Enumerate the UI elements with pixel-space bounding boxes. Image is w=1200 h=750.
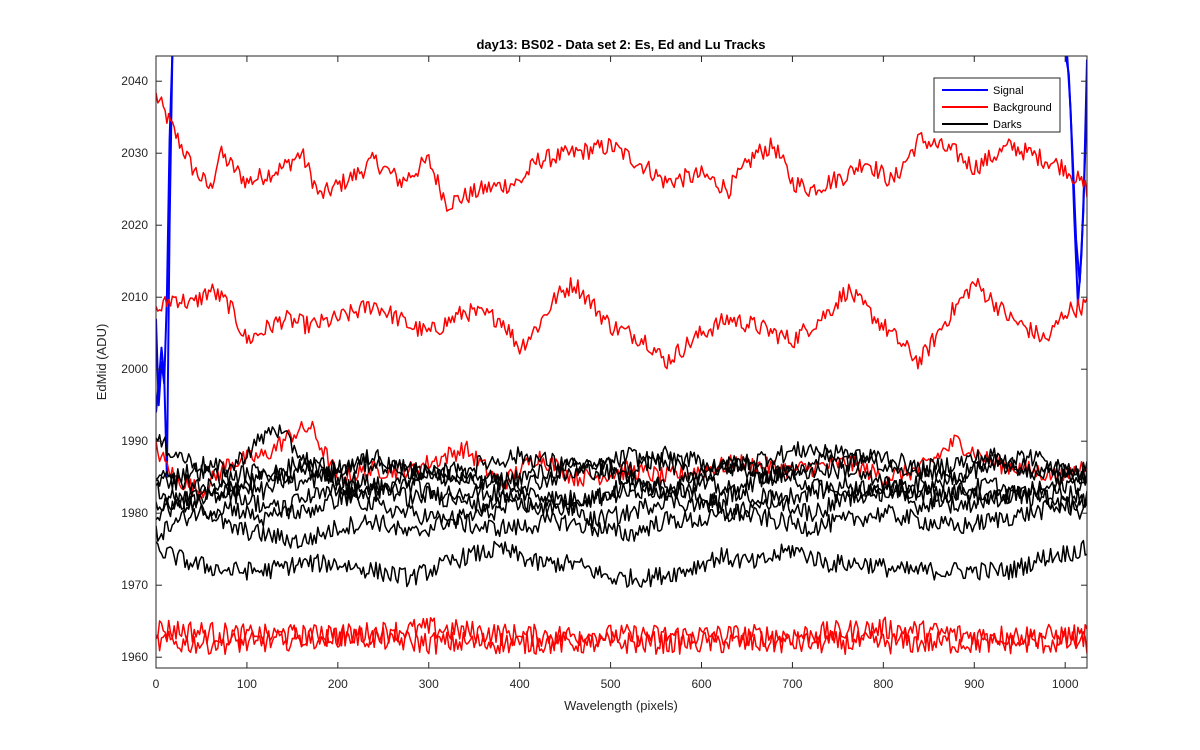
y-tick-label: 2000	[121, 362, 148, 376]
y-axis-label: EdMid (ADU)	[94, 324, 109, 401]
x-tick-label: 900	[964, 677, 984, 691]
y-tick-label: 2030	[121, 146, 148, 160]
series-line-background-4	[156, 420, 1087, 501]
y-tick-label: 2010	[121, 290, 148, 304]
legend: Signal Background Darks	[933, 77, 1061, 133]
y-tick-label: 1970	[121, 578, 148, 592]
ticks-layer: 0 100 200 300 400 500 600 700 800 900 1000 1960 1970…	[121, 56, 1087, 691]
series-line-background-5	[156, 616, 1087, 648]
series-line-background-3	[156, 277, 1087, 370]
x-tick-label: 800	[873, 677, 893, 691]
series-line-darks-8	[156, 490, 1087, 549]
x-tick-label: 0	[153, 677, 160, 691]
x-tick-label: 300	[419, 677, 439, 691]
x-tick-label: 1000	[1052, 677, 1079, 691]
x-tick-label: 500	[601, 677, 621, 691]
legend-label-darks: Darks	[993, 119, 1022, 131]
series-line-darks-12	[156, 474, 1087, 522]
x-tick-label: 100	[237, 677, 257, 691]
series-layer	[156, 56, 1087, 656]
y-tick-label: 1960	[121, 650, 148, 664]
plot-frame	[155, 55, 1088, 669]
y-tick-label: 2040	[121, 74, 148, 88]
legend-label-signal: Signal	[993, 85, 1024, 97]
x-tick-label: 700	[782, 677, 802, 691]
y-tick-label: 1980	[121, 506, 148, 520]
y-tick-label: 2020	[121, 218, 148, 232]
x-tick-label: 200	[328, 677, 348, 691]
x-tick-label: 600	[691, 677, 711, 691]
series-line-background-6	[156, 624, 1087, 656]
series-line-darks-13	[156, 475, 1087, 542]
x-tick-label: 400	[510, 677, 530, 691]
x-axis-label: Wavelength (pixels)	[564, 698, 678, 713]
series-line-background-2	[156, 92, 1087, 212]
series-line-darks-14	[156, 444, 1087, 500]
series-line-darks-7	[156, 539, 1087, 588]
y-tick-label: 1990	[121, 434, 148, 448]
series-line-darks-11	[156, 441, 1087, 492]
legend-label-background: Background	[993, 102, 1052, 114]
chart-title: day13: BS02 - Data set 2: Es, Ed and Lu …	[476, 37, 765, 52]
